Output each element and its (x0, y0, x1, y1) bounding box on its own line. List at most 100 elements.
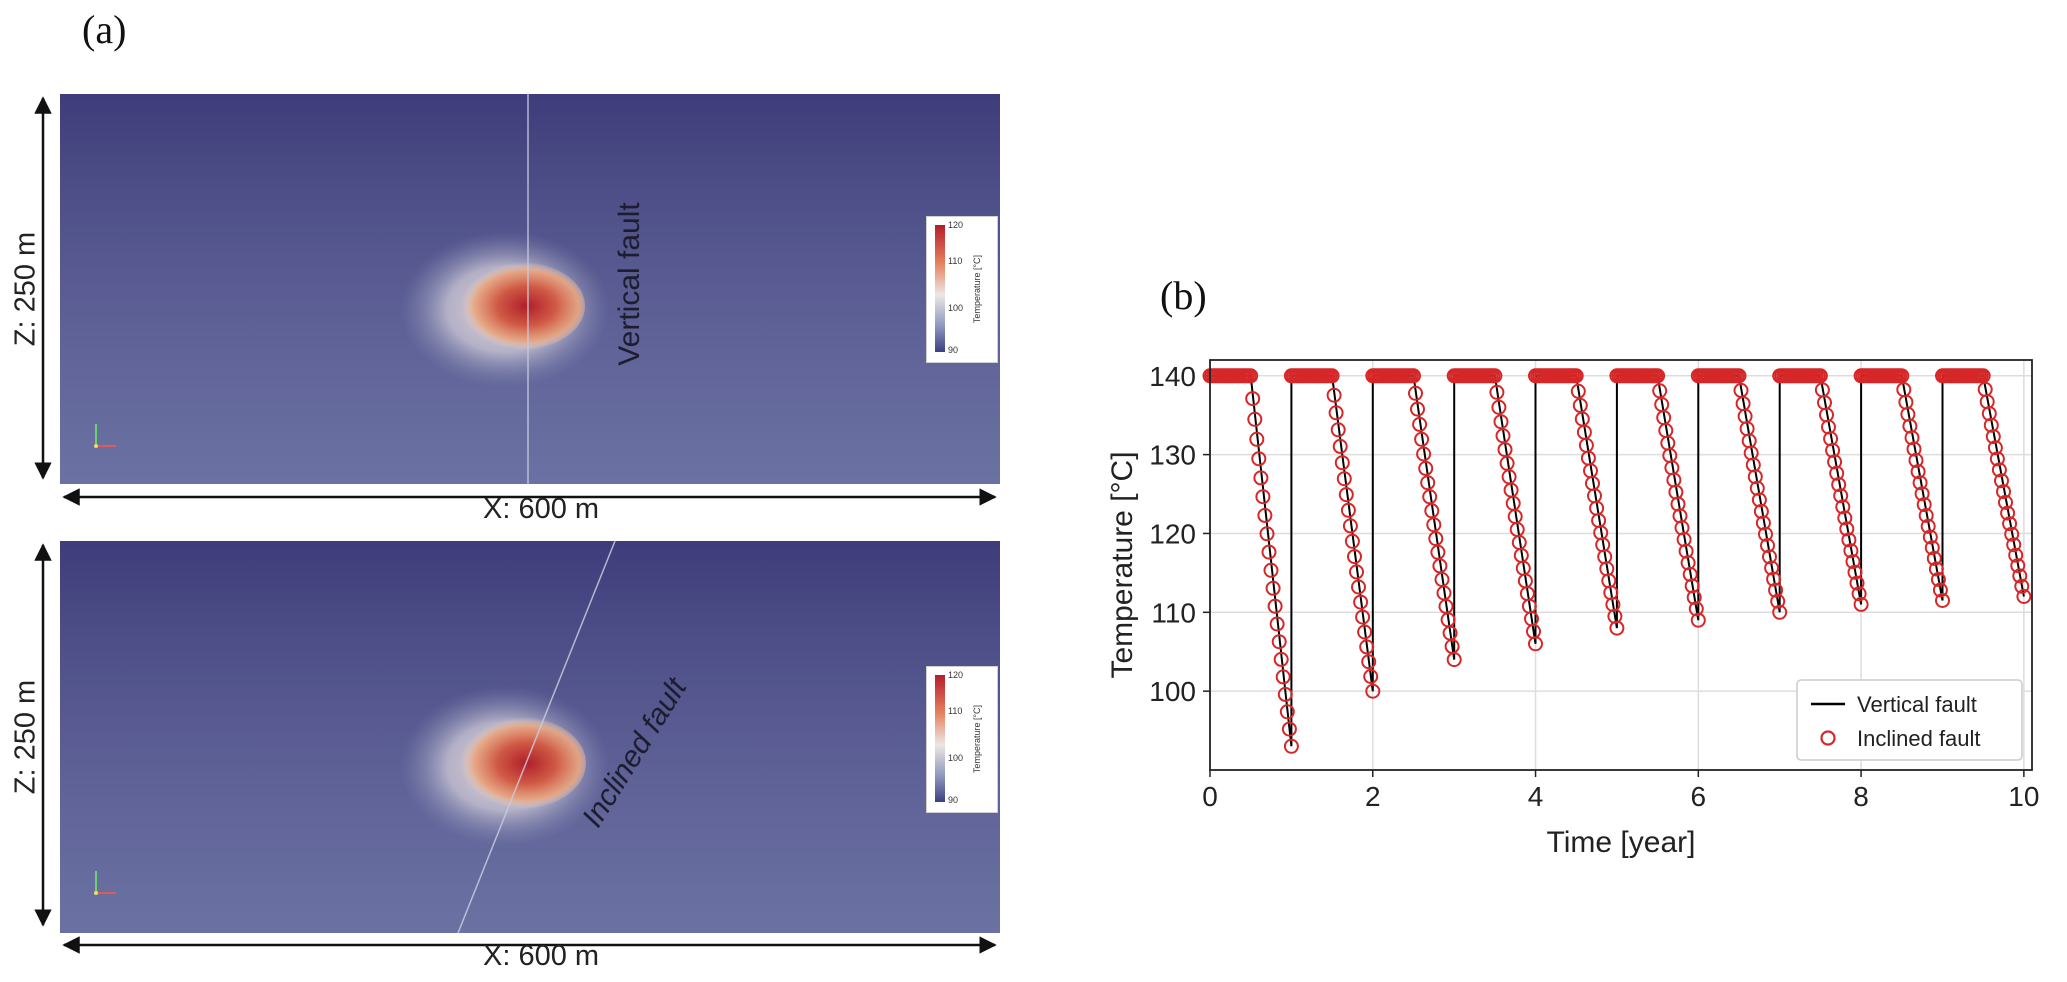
fault-line (457, 541, 616, 933)
data-point-inclined-fault (1273, 651, 1289, 667)
data-point-inclined-fault (1251, 451, 1267, 467)
data-point-inclined-fault (1770, 593, 1786, 609)
data-point-inclined-fault (1334, 455, 1350, 471)
data-point-inclined-fault (1928, 561, 1944, 577)
data-point-inclined-fault (2014, 578, 2030, 594)
data-point-inclined-fault (1275, 669, 1291, 685)
plot-frame (1209, 359, 2033, 771)
data-point-inclined-fault (1996, 484, 2011, 500)
data-point-inclined-fault (1245, 391, 1261, 407)
plume-render (400, 541, 616, 933)
data-point-inclined-fault (1835, 499, 1851, 515)
data-point-inclined-fault (1324, 368, 1340, 384)
data-point-inclined-fault (1357, 624, 1373, 640)
data-point-inclined-fault (1263, 562, 1279, 578)
x-tick-label: 8 (1853, 781, 1869, 812)
data-point-inclined-fault (1609, 620, 1625, 636)
data-point-inclined-fault (1253, 470, 1269, 486)
data-point-inclined-fault (1747, 469, 1763, 485)
data-point-inclined-fault (1277, 686, 1293, 702)
data-point-inclined-fault (1853, 596, 1869, 612)
data-point-inclined-fault (2000, 505, 2016, 521)
y-tick-label: 100 (1149, 676, 1196, 707)
data-point-inclined-fault (2016, 589, 2032, 604)
data-point-inclined-fault (1493, 414, 1509, 430)
data-point-inclined-fault (1985, 429, 2001, 445)
data-point-inclined-fault (1680, 555, 1696, 571)
colorbar-tick: 120 (948, 220, 964, 230)
data-point-inclined-fault (1845, 554, 1861, 570)
data-point-inclined-fault (1410, 401, 1425, 417)
data-point-inclined-fault (1267, 598, 1283, 614)
data-point-inclined-fault (1528, 636, 1543, 652)
data-point-inclined-fault (1361, 654, 1377, 670)
x-tick-label: 2 (1365, 781, 1381, 812)
data-point-inclined-fault (2002, 516, 2018, 532)
data-point-inclined-fault (1762, 549, 1777, 565)
data-point-inclined-fault (1363, 669, 1379, 684)
data-point-inclined-fault (1281, 721, 1297, 737)
data-point-inclined-fault (2010, 558, 2026, 574)
data-point-inclined-fault (1412, 416, 1428, 432)
data-point-inclined-fault (1918, 508, 1934, 523)
data-point-inclined-fault (1349, 564, 1364, 580)
data-point-inclined-fault (1908, 452, 1924, 468)
colorbar-tick: 90 (948, 345, 959, 355)
data-point-inclined-fault (1351, 579, 1366, 595)
data-point-inclined-fault (1760, 538, 1775, 553)
data-point-inclined-fault (1902, 418, 1918, 434)
data-point-inclined-fault (1987, 440, 2003, 456)
data-point-inclined-fault (1420, 475, 1436, 491)
colorbar-tick: 110 (948, 256, 963, 266)
colorbar-tick: 100 (948, 303, 964, 313)
data-point-inclined-fault (1766, 571, 1782, 587)
data-point-inclined-fault (1825, 442, 1841, 458)
data-point-inclined-fault (1827, 454, 1843, 470)
data-point-inclined-fault (1981, 406, 1997, 422)
data-point-inclined-fault (1568, 368, 1584, 384)
data-point-inclined-fault (1426, 517, 1442, 533)
temperature-field-vertical-fault: Vertical fault 120 110 100 90 Temperatur… (60, 94, 1000, 484)
z-dimension-bottom: Z: 250 m (9, 679, 42, 795)
x-tick-label: 10 (2008, 781, 2039, 812)
colorbar-title: Temperature [°C] (972, 704, 982, 774)
temperature-time-chart: 0 2 4 6 8 10 100 110 120 130 140 Time [year] Tempera… (1106, 359, 2039, 859)
data-point-inclined-fault (2006, 537, 2022, 553)
colorbar: 120 110 100 90 Temperature [°C] (926, 216, 998, 363)
x-tick-label: 6 (1691, 781, 1707, 812)
data-point-inclined-fault (1904, 430, 1920, 446)
data-point-inclined-fault (1843, 543, 1859, 559)
data-point-inclined-fault (1283, 738, 1299, 754)
axes-orientation-icon (94, 871, 116, 895)
data-point-inclined-fault (1344, 533, 1360, 549)
data-point-inclined-fault (1265, 580, 1281, 596)
data-point-inclined-fault (1684, 578, 1700, 594)
y-tick-label: 110 (1151, 597, 1196, 628)
z-dimension-top: Z: 250 m (9, 231, 42, 347)
colorbar-title: Temperature [°C] (972, 254, 982, 324)
data-point-inclined-fault (1688, 601, 1704, 617)
data-point-inclined-fault (1336, 471, 1352, 487)
plume-core (455, 262, 585, 350)
data-point-inclined-fault (1989, 451, 2005, 467)
data-point-inclined-fault (1894, 368, 1910, 384)
plume-render (400, 94, 610, 484)
data-point-inclined-fault (1330, 422, 1346, 438)
data-point-inclined-fault (1841, 532, 1857, 548)
data-point-inclined-fault (1355, 609, 1371, 625)
colorbar-tick: 110 (948, 706, 963, 716)
y-tick-label: 130 (1149, 440, 1196, 471)
data-point-inclined-fault (1772, 604, 1788, 620)
data-point-inclined-fault (1495, 428, 1511, 444)
data-point-inclined-fault (1406, 368, 1421, 384)
colorbar-gradient (935, 225, 945, 352)
data-point-inclined-fault (1924, 540, 1940, 556)
data-point-inclined-fault (1342, 518, 1358, 534)
legend-label: Inclined fault (1857, 726, 1981, 751)
colorbar-gradient (935, 675, 945, 802)
data-point-inclined-fault (2004, 526, 2020, 542)
panel-label-a: (a) (82, 7, 127, 52)
data-point-inclined-fault (1338, 487, 1354, 503)
data-point-inclined-fault (1994, 473, 2009, 489)
axes-orientation-icon (94, 424, 116, 448)
